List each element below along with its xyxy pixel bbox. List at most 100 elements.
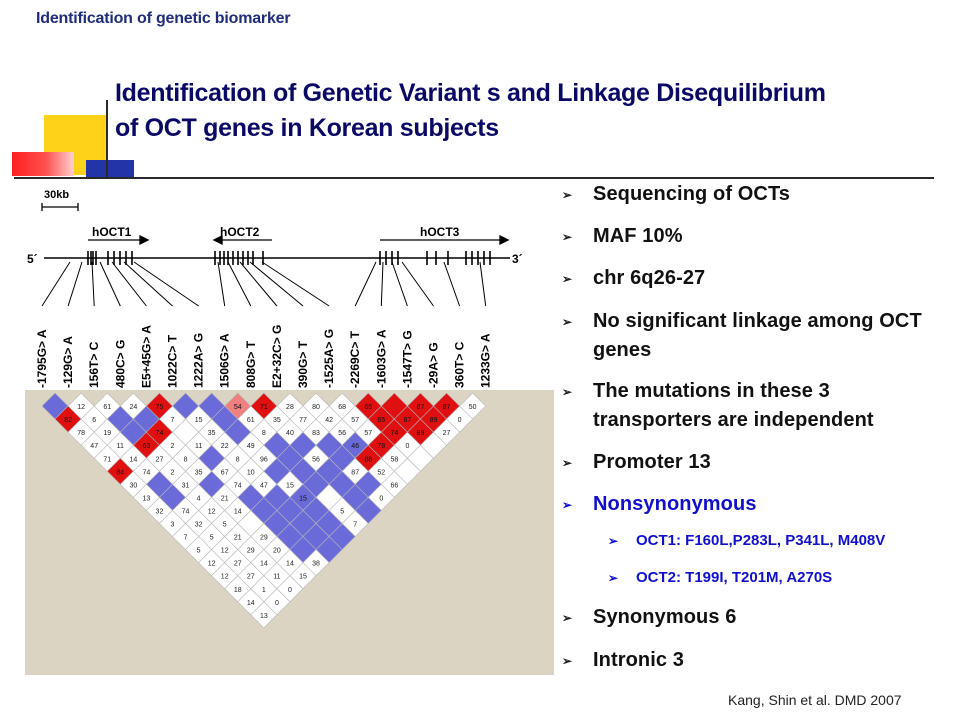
ld-cell-value: 12 [77, 404, 85, 411]
ld-cell-value: 77 [299, 417, 307, 424]
ld-cell-value: 74 [156, 430, 164, 437]
ld-cell-value: 14 [260, 561, 268, 568]
bullet-text: chr 6q26-27 [593, 267, 706, 289]
bullet-text: No significant linkage among OCT genes [593, 310, 922, 361]
snp-connector-line [67, 261, 83, 307]
ld-cell-value: 5 [223, 522, 227, 529]
ld-cell-value: 11 [273, 574, 280, 581]
snp-label: -29A> G [427, 342, 441, 388]
bullet-chr: ➢ chr 6q26-27 [560, 264, 953, 293]
ld-cell-value: 56 [338, 430, 346, 437]
ld-cell-value: 50 [469, 404, 477, 411]
ld-cell-value: 28 [286, 404, 294, 411]
bullet-arrow-icon: ➢ [562, 498, 573, 512]
snp-connector-line [261, 261, 330, 307]
ld-cell-value: 15 [299, 574, 307, 581]
bullet-sequencing: ➢ Sequencing of OCTs [560, 180, 953, 209]
snp-label: 390G> T [296, 340, 310, 388]
ld-cell-value: 27 [156, 456, 164, 463]
ld-cell-value: 66 [390, 482, 398, 489]
ld-cell-value: 38 [312, 561, 320, 568]
ld-cell-value: 78 [77, 430, 85, 437]
ld-cell-value: 11 [195, 443, 202, 450]
ld-cell-value: 65 [364, 404, 372, 411]
ld-cell-value: 7 [184, 535, 188, 542]
scale-bar [41, 203, 79, 211]
snp-connector-line [123, 261, 173, 307]
snp-connector-line [217, 261, 226, 307]
bullet-synonymous: ➢ Synonymous 6 [560, 603, 953, 632]
scale-label: 30kb [44, 189, 69, 201]
ld-cell-value: 5 [210, 535, 214, 542]
ld-cell-value: 32 [195, 522, 203, 529]
ld-cell-value: 42 [325, 417, 333, 424]
ld-cell-value: 89 [430, 417, 438, 424]
ld-figure: 30kb 5´ 3´ hOCT1 hOCT2 hOCT3 -1795G> A -1… [25, 189, 554, 675]
ld-cell-value: 47 [260, 482, 268, 489]
ld-cell-value: 47 [90, 443, 98, 450]
ld-cell-value: 74 [143, 469, 151, 476]
sub-arrow-icon: ➢ [608, 534, 619, 548]
ld-cell-value: 0 [379, 495, 383, 502]
ld-cell-value: 0 [405, 443, 409, 450]
snp-connector-line [249, 261, 304, 307]
ld-cell-value: 6 [92, 417, 96, 424]
snp-connector-line [354, 261, 377, 307]
bullet-arrow-icon: ➢ [562, 385, 573, 399]
ld-cell-value: 5 [340, 508, 344, 515]
ld-cell-value: 74 [234, 482, 242, 489]
snp-label: 480C> G [113, 340, 127, 388]
bullet-text: Sequencing of OCTs [593, 183, 790, 205]
ld-cell-value: 8 [236, 456, 240, 463]
ld-cell-value: 3 [171, 522, 175, 529]
ld-cell-value: 15 [299, 495, 307, 502]
ld-cell-value: 87 [351, 469, 359, 476]
snp-label: 360T> C [453, 341, 467, 388]
sub-bullet-oct2: ➢ OCT2: T199I, T201M, A270S [608, 567, 832, 589]
ld-cell-value: 32 [156, 508, 164, 515]
ld-cell-value: 7 [353, 522, 357, 529]
snp-connector-line [443, 261, 461, 307]
ld-cell-value: 29 [247, 548, 255, 555]
ld-cell-value: 74 [182, 508, 190, 515]
ld-cell-value: 19 [103, 430, 111, 437]
bullet-text: Nonsynonymous [593, 493, 757, 515]
ld-cell-value: 57 [351, 417, 359, 424]
bullet-arrow-icon: ➢ [562, 272, 573, 286]
bullet-text: The mutations in these 3 transporters ar… [593, 380, 874, 431]
snp-label: -1795G> A [35, 329, 49, 388]
ld-cell-value: 57 [364, 430, 372, 437]
ld-cell-value: 0 [275, 600, 279, 607]
snp-connector-line [91, 261, 95, 307]
ld-cell-value: 12 [221, 548, 229, 555]
ld-cell-value: 68 [338, 404, 346, 411]
gene-label-hoct3: hOCT3 [420, 225, 460, 239]
decor-horizontal-line [14, 177, 934, 179]
ld-cell-value: 61 [247, 417, 255, 424]
ld-cell-value: 46 [351, 443, 359, 450]
ld-cell-value: 84 [116, 469, 124, 476]
ld-cell-value: 63 [143, 443, 151, 450]
bullet-arrow-icon: ➢ [562, 188, 573, 202]
end-label-5: 5´ [27, 252, 38, 266]
ld-cell-value: 80 [312, 404, 320, 411]
ld-cell-value: 49 [247, 443, 255, 450]
ld-cell-value: 71 [103, 456, 111, 463]
ld-cell-value: 96 [260, 456, 268, 463]
decor-red-bar [12, 152, 74, 176]
snp-label: -2269C> T [348, 330, 362, 388]
bullet-intronic: ➢ Intronic 3 [560, 646, 953, 675]
ld-cell-value: 56 [312, 456, 320, 463]
snp-label: E2+32C> G [270, 325, 284, 388]
snp-connector-lines [41, 261, 487, 307]
snp-connector-line [133, 261, 199, 307]
snp-connector-line [380, 261, 384, 307]
citation: Kang, Shin et al. DMD 2007 [728, 692, 902, 708]
ld-cell-value: 0 [288, 587, 292, 594]
ld-cell-value: 15 [195, 417, 203, 424]
bullet-arrow-icon: ➢ [562, 230, 573, 244]
bullet-no-linkage: ➢ No significant linkage among OCT genes [560, 307, 953, 365]
ld-cell-value: 14 [129, 456, 137, 463]
snp-connector-line [391, 261, 408, 307]
